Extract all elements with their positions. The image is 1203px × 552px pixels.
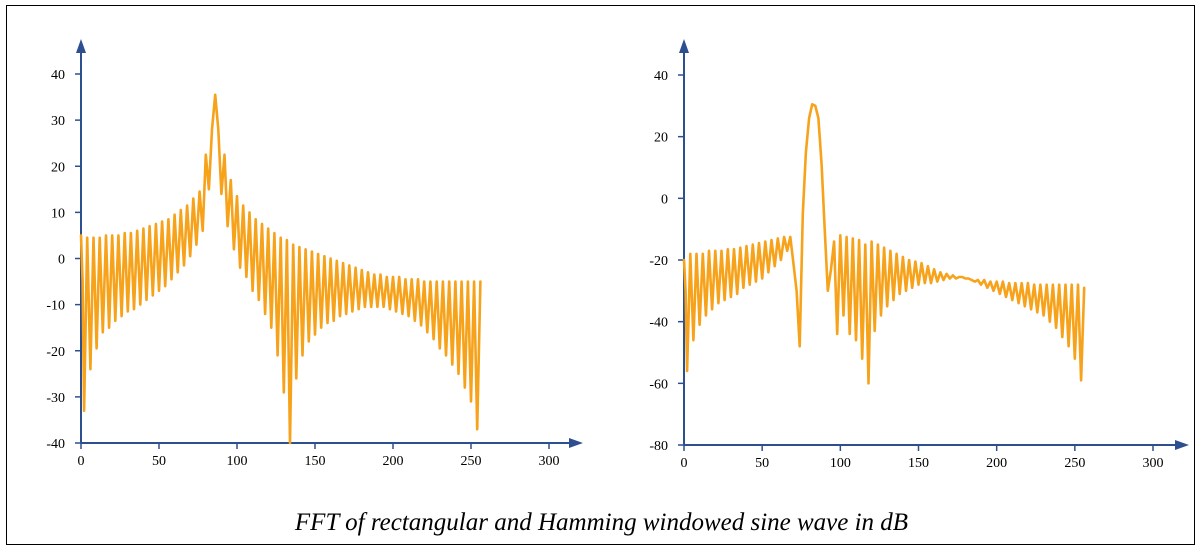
x-tick-label: 100	[830, 456, 851, 470]
y-tick-label: 0	[58, 253, 65, 268]
x-axis-arrow	[1175, 440, 1189, 450]
series-line	[682, 103, 1086, 385]
y-tick-label: 0	[661, 192, 668, 207]
y-tick-label: -30	[46, 391, 65, 406]
y-tick-label: 10	[51, 206, 65, 221]
x-tick-label: 100	[227, 454, 248, 469]
x-tick-label: 0	[681, 456, 688, 470]
y-tick-label: -80	[649, 439, 668, 454]
y-tick-label: -10	[46, 299, 65, 314]
x-tick-label: 200	[383, 454, 404, 469]
figure-caption: FFT of rectangular and Hamming windowed …	[294, 509, 909, 536]
x-tick-label: 0	[78, 454, 85, 469]
y-tick-label: -60	[649, 377, 668, 392]
x-tick-label: 300	[539, 454, 560, 469]
chart-rectangular-window: -40 -30 -20 -10 0 10 20 30 40 0 50 100 150 200 250 300	[46, 39, 583, 469]
x-tick-label: 200	[986, 456, 1007, 470]
y-tick-label: -40	[649, 316, 668, 331]
x-tick-label: 50	[152, 454, 166, 469]
chart-hamming-window: -80 -60 -40 -20 0 20 40 0 50 100 150 200 250 300	[649, 39, 1189, 470]
y-tick-label: 30	[51, 114, 65, 129]
x-tick-label: 150	[908, 456, 929, 470]
y-tick-label: 20	[654, 131, 668, 146]
y-tick-label: 40	[654, 69, 668, 84]
y-axis-arrow	[679, 39, 689, 53]
series-line	[79, 93, 482, 445]
y-tick-label: 20	[51, 160, 65, 175]
y-tick-label: -20	[46, 345, 65, 360]
x-tick-label: 250	[461, 454, 482, 469]
y-tick-label: -40	[46, 437, 65, 452]
y-tick-label: 40	[51, 68, 65, 83]
x-axis-arrow	[569, 438, 583, 448]
figure-frame	[6, 5, 1195, 545]
x-tick-label: 150	[305, 454, 326, 469]
x-tick-label: 250	[1064, 456, 1085, 470]
x-tick-label: 300	[1143, 456, 1164, 470]
y-axis-arrow	[76, 39, 86, 53]
y-tick-label: -20	[649, 254, 668, 269]
x-tick-label: 50	[755, 456, 769, 470]
